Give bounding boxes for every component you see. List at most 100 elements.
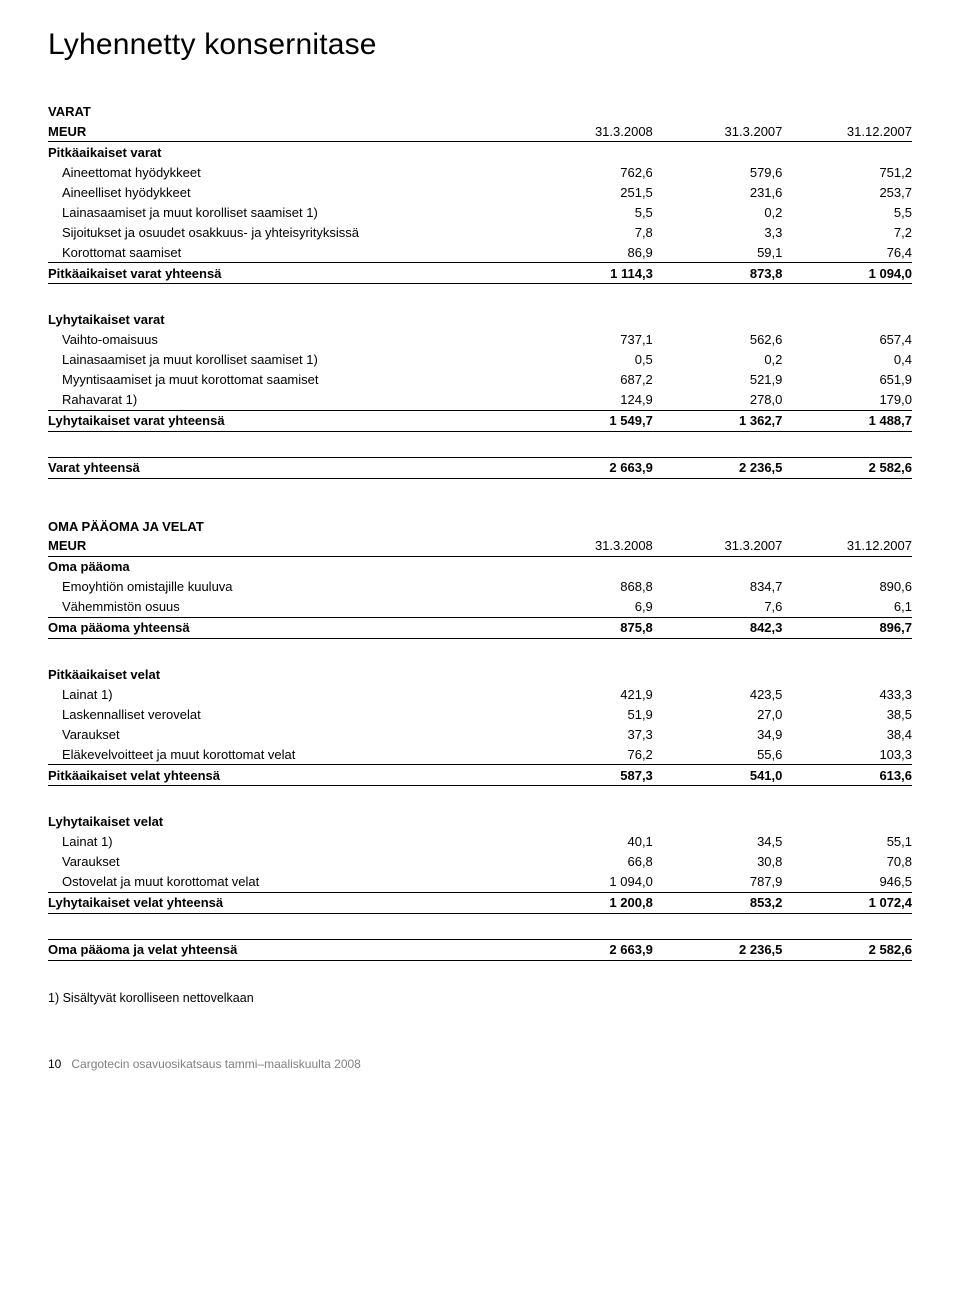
row-label: Myyntisaamiset ja muut korottomat saamis…: [48, 370, 523, 390]
total-value: 1 549,7: [523, 410, 653, 431]
page-title: Lyhennetty konsernitase: [48, 28, 912, 62]
table-row: Vähemmistön osuus6,97,66,1: [48, 597, 912, 618]
row-value: 0,5: [523, 350, 653, 370]
row-value: 103,3: [782, 744, 912, 765]
row-value: 76,2: [523, 744, 653, 765]
row-value: 55,1: [782, 832, 912, 852]
total-value: 1 072,4: [782, 892, 912, 913]
row-value: 253,7: [782, 182, 912, 202]
row-value: 562,6: [653, 330, 783, 350]
table-row: Rahavarat 1)124,9278,0179,0: [48, 390, 912, 411]
total-value: 873,8: [653, 263, 783, 284]
total-value: 2 582,6: [782, 939, 912, 960]
table-row: Lainasaamiset ja muut korolliset saamise…: [48, 350, 912, 370]
row-value: 59,1: [653, 242, 783, 263]
row-value: 37,3: [523, 724, 653, 744]
table-row: Lainat 1)421,9423,5433,3: [48, 684, 912, 704]
total-value: 587,3: [523, 765, 653, 786]
col-date-3: 31.12.2007: [782, 121, 912, 142]
footer-text: Cargotecin osavuosikatsaus tammi–maalisk…: [71, 1057, 360, 1071]
total-label: Oma pääoma yhteensä: [48, 617, 523, 638]
table-row: Korottomat saamiset86,959,176,4: [48, 242, 912, 263]
row-value: 946,5: [782, 872, 912, 893]
total-value: 2 663,9: [523, 939, 653, 960]
row-label: Ostovelat ja muut korottomat velat: [48, 872, 523, 893]
col-date-1b: 31.3.2008: [523, 536, 653, 557]
row-value: 30,8: [653, 852, 783, 872]
meur-label: MEUR: [48, 121, 523, 142]
table-row: Lainasaamiset ja muut korolliset saamise…: [48, 202, 912, 222]
row-value: 66,8: [523, 852, 653, 872]
row-label: Vaihto-omaisuus: [48, 330, 523, 350]
row-label: Varaukset: [48, 852, 523, 872]
table-row: Ostovelat ja muut korottomat velat1 094,…: [48, 872, 912, 893]
meur-label-2: MEUR: [48, 536, 523, 557]
row-value: 3,3: [653, 222, 783, 242]
row-label: Lainat 1): [48, 684, 523, 704]
longterm-liab-heading: Pitkäaikaiset velat: [48, 664, 523, 684]
total-value: 1 094,0: [782, 263, 912, 284]
total-value: 2 663,9: [523, 457, 653, 478]
shortterm-liab-heading: Lyhytaikaiset velat: [48, 812, 523, 832]
row-value: 687,2: [523, 370, 653, 390]
row-value: 834,7: [653, 577, 783, 597]
row-value: 7,6: [653, 597, 783, 618]
table-row: Aineelliset hyödykkeet251,5231,6253,7: [48, 182, 912, 202]
row-label: Korottomat saamiset: [48, 242, 523, 263]
total-label: Varat yhteensä: [48, 457, 523, 478]
equity-heading: Oma pääoma: [48, 556, 523, 577]
total-value: 1 488,7: [782, 410, 912, 431]
row-value: 5,5: [782, 202, 912, 222]
row-value: 0,2: [653, 202, 783, 222]
table-row: Vaihto-omaisuus737,1562,6657,4: [48, 330, 912, 350]
table-row: Emoyhtiön omistajille kuuluva868,8834,78…: [48, 577, 912, 597]
col-date-3b: 31.12.2007: [782, 536, 912, 557]
row-value: 6,1: [782, 597, 912, 618]
total-value: 2 236,5: [653, 457, 783, 478]
page-footer: 10 Cargotecin osavuosikatsaus tammi–maal…: [48, 1057, 912, 1071]
row-value: 890,6: [782, 577, 912, 597]
row-value: 40,1: [523, 832, 653, 852]
row-value: 6,9: [523, 597, 653, 618]
row-value: 38,4: [782, 724, 912, 744]
total-label: Lyhytaikaiset varat yhteensä: [48, 410, 523, 431]
table-row: Varaukset37,334,938,4: [48, 724, 912, 744]
row-label: Sijoitukset ja osuudet osakkuus- ja yhte…: [48, 222, 523, 242]
table-row: Aineettomat hyödykkeet762,6579,6751,2: [48, 162, 912, 182]
row-label: Laskennalliset verovelat: [48, 704, 523, 724]
row-label: Vähemmistön osuus: [48, 597, 523, 618]
row-label: Lainasaamiset ja muut korolliset saamise…: [48, 350, 523, 370]
total-value: 1 114,3: [523, 263, 653, 284]
assets-table: MEUR 31.3.2008 31.3.2007 31.12.2007 Pitk…: [48, 121, 912, 479]
row-label: Eläkevelvoitteet ja muut korottomat vela…: [48, 744, 523, 765]
row-value: 34,5: [653, 832, 783, 852]
row-value: 651,9: [782, 370, 912, 390]
row-label: Aineelliset hyödykkeet: [48, 182, 523, 202]
row-value: 86,9: [523, 242, 653, 263]
footnote: 1) Sisältyvät korolliseen nettovelkaan: [48, 991, 912, 1005]
table-row: Sijoitukset ja osuudet osakkuus- ja yhte…: [48, 222, 912, 242]
row-value: 868,8: [523, 577, 653, 597]
row-value: 76,4: [782, 242, 912, 263]
row-value: 433,3: [782, 684, 912, 704]
shortterm-assets-heading: Lyhytaikaiset varat: [48, 310, 523, 330]
total-value: 842,3: [653, 617, 783, 638]
row-label: Varaukset: [48, 724, 523, 744]
total-label: Pitkäaikaiset velat yhteensä: [48, 765, 523, 786]
table-row: Laskennalliset verovelat51,927,038,5: [48, 704, 912, 724]
row-value: 579,6: [653, 162, 783, 182]
row-label: Aineettomat hyödykkeet: [48, 162, 523, 182]
row-label: Rahavarat 1): [48, 390, 523, 411]
row-value: 5,5: [523, 202, 653, 222]
table-row: Lainat 1)40,134,555,1: [48, 832, 912, 852]
row-value: 423,5: [653, 684, 783, 704]
liab-heading: OMA PÄÄOMA JA VELAT: [48, 519, 912, 534]
row-value: 34,9: [653, 724, 783, 744]
col-date-2b: 31.3.2007: [653, 536, 783, 557]
total-value: 875,8: [523, 617, 653, 638]
row-value: 124,9: [523, 390, 653, 411]
row-value: 231,6: [653, 182, 783, 202]
row-value: 278,0: [653, 390, 783, 411]
row-label: Lainat 1): [48, 832, 523, 852]
total-value: 896,7: [782, 617, 912, 638]
